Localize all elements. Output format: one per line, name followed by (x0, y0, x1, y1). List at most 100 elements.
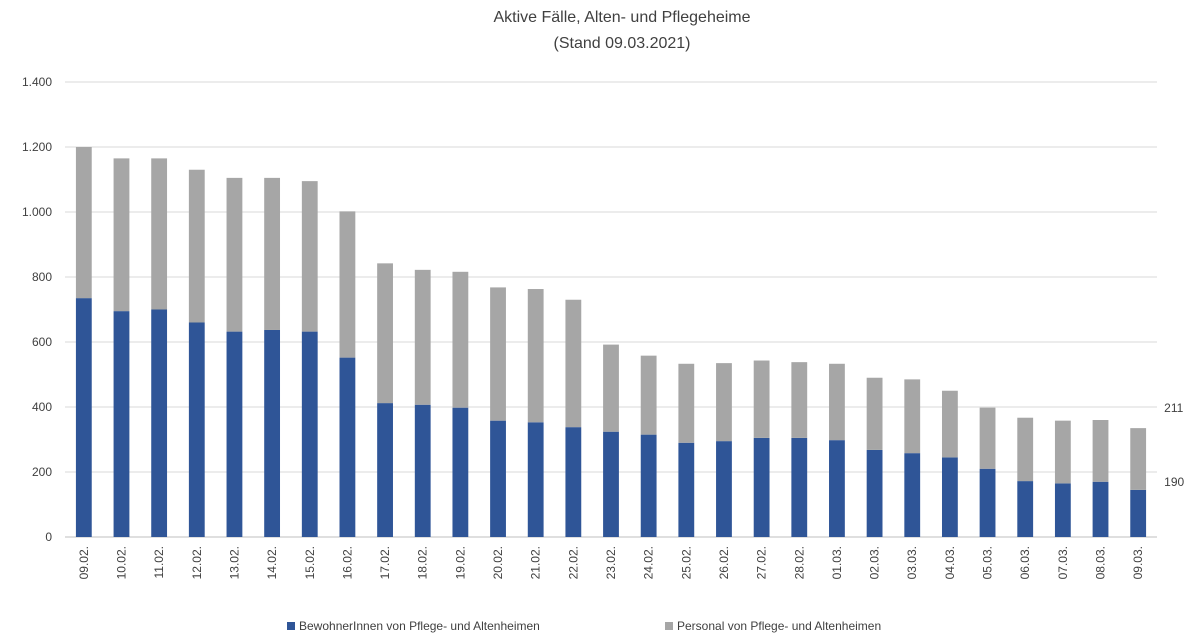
x-tick-label: 08.03. (1094, 546, 1108, 579)
legend: BewohnerInnen von Pflege- und Altenheime… (287, 619, 881, 633)
y-tick-label: 800 (32, 270, 52, 284)
x-tick-label: 07.03. (1056, 546, 1070, 579)
y-tick-label: 0 (45, 530, 52, 544)
bar-personal (301, 181, 318, 332)
bar-personal (264, 177, 281, 330)
bar-personal (339, 211, 356, 358)
bar-bewohner (1054, 483, 1071, 537)
chart-title: Aktive Fälle, Alten- und Pflegeheime (493, 9, 750, 26)
x-tick-label: 10.02. (114, 546, 128, 579)
bar-personal (188, 169, 205, 323)
bar-bewohner (113, 311, 130, 537)
bar-bewohner (151, 309, 168, 537)
bar-bewohner (791, 437, 808, 537)
bar-bewohner (377, 403, 393, 537)
bar-bewohner (75, 298, 92, 537)
data-label: 211 (1164, 401, 1183, 415)
bar-bewohner (603, 431, 619, 537)
bar-personal (1017, 417, 1034, 482)
bar-bewohner (565, 427, 582, 537)
bar-personal (1092, 420, 1109, 482)
y-tick-label: 1.400 (22, 75, 52, 89)
x-tick-label: 04.03. (943, 546, 957, 579)
bar-bewohner (490, 420, 506, 537)
x-tick-label: 05.03. (981, 546, 995, 579)
bar-personal (979, 407, 996, 469)
x-tick-label: 22.02. (566, 546, 580, 579)
bar-personal (1130, 428, 1147, 490)
bar-bewohner (640, 434, 657, 537)
bar-bewohner (301, 331, 318, 537)
bar-personal (151, 158, 168, 310)
legend-label: BewohnerInnen von Pflege- und Altenheime… (299, 619, 540, 633)
x-tick-label: 16.02. (340, 546, 354, 579)
bar-personal (753, 360, 770, 438)
bar-personal (904, 379, 921, 454)
x-tick-label: 18.02. (416, 546, 430, 579)
x-axis: 09.02. 10.02. 11.02. 12.02. 13.02. 14.02. 15.0… (77, 546, 1145, 579)
bar-bewohner (339, 357, 356, 537)
x-tick-label: 25.02. (679, 546, 693, 579)
x-tick-label: 09.03. (1131, 546, 1145, 579)
bar-bewohner (188, 322, 205, 537)
x-tick-label: 17.02. (378, 546, 392, 579)
x-tick-label: 09.02. (77, 546, 91, 579)
x-tick-label: 20.02. (491, 546, 505, 579)
legend-label: Personal von Pflege- und Altenheimen (677, 619, 881, 633)
x-tick-label: 27.02. (755, 546, 769, 579)
bar-personal (377, 263, 393, 404)
x-tick-label: 19.02. (453, 546, 467, 579)
bar-personal (716, 363, 732, 442)
y-tick-label: 1.000 (22, 205, 52, 219)
bar-bewohner (264, 329, 281, 537)
bar-bewohner (829, 440, 845, 537)
x-tick-label: 03.03. (905, 546, 919, 579)
legend-swatch (287, 622, 295, 630)
bar-personal (1054, 420, 1071, 484)
x-tick-label: 21.02. (529, 546, 543, 579)
x-tick-label: 14.02. (265, 546, 279, 579)
bar-bewohner (941, 457, 958, 537)
bar-bewohner (904, 453, 921, 537)
x-tick-label: 06.03. (1018, 546, 1032, 579)
x-tick-label: 15.02. (303, 546, 317, 579)
bar-personal (866, 377, 883, 450)
bar-bewohner (1130, 489, 1147, 537)
x-tick-label: 02.03. (868, 546, 882, 579)
x-tick-label: 01.03. (830, 546, 844, 579)
y-tick-label: 400 (32, 400, 52, 414)
bar-personal (452, 271, 469, 408)
y-tick-label: 200 (32, 465, 52, 479)
y-tick-label: 600 (32, 335, 52, 349)
bar-bewohner (452, 407, 469, 537)
data-label: 190 (1164, 475, 1184, 489)
bar-personal (678, 363, 695, 443)
bars (75, 147, 1147, 537)
legend-swatch (665, 622, 673, 630)
bar-personal (113, 158, 130, 312)
bar-personal (226, 177, 243, 332)
bar-personal (414, 269, 431, 405)
x-tick-label: 12.02. (190, 546, 204, 579)
bar-personal (490, 287, 506, 421)
bar-personal (941, 390, 958, 458)
bar-personal (829, 363, 845, 441)
y-tick-label: 1.200 (22, 140, 52, 154)
x-tick-label: 26.02. (717, 546, 731, 579)
bar-bewohner (527, 422, 544, 537)
bar-bewohner (1017, 481, 1034, 537)
bar-personal (791, 362, 808, 438)
x-tick-label: 24.02. (642, 546, 656, 579)
bar-bewohner (414, 404, 431, 537)
bar-bewohner (1092, 481, 1109, 537)
bar-bewohner (979, 468, 996, 537)
bar-bewohner (678, 442, 695, 537)
chart-subtitle: (Stand 09.03.2021) (554, 35, 691, 52)
bar-bewohner (716, 441, 732, 537)
bar-personal (75, 147, 92, 299)
x-tick-label: 11.02. (152, 546, 166, 578)
annotations: 190 211 (1164, 401, 1184, 489)
bar-bewohner (866, 449, 883, 537)
